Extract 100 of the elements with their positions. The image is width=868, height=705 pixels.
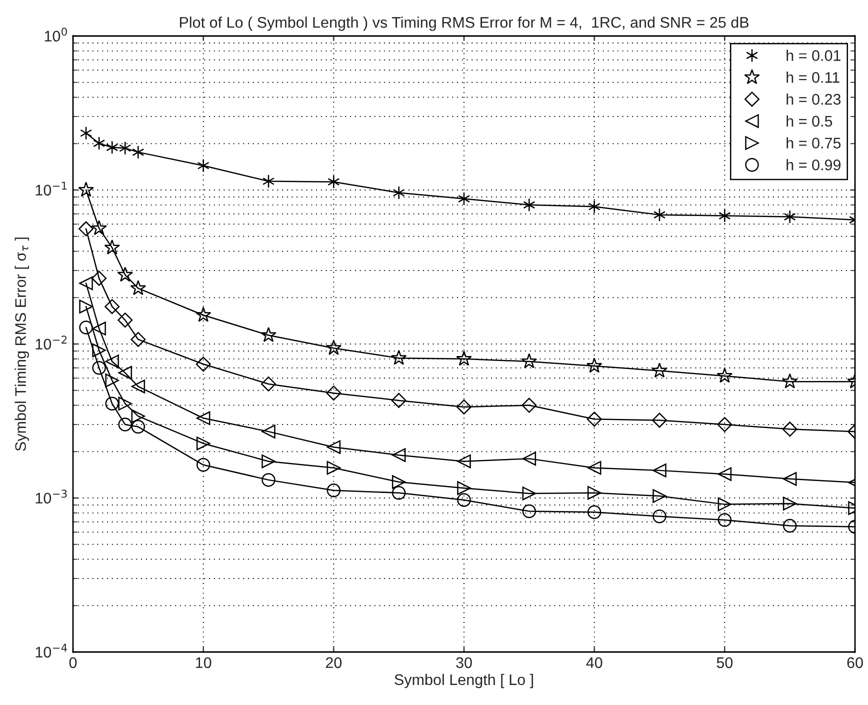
- point: [326, 340, 342, 355]
- point: [262, 424, 276, 438]
- point: [522, 486, 536, 500]
- point: [458, 192, 470, 206]
- point: [326, 484, 341, 498]
- point: [521, 353, 538, 368]
- point: [326, 386, 342, 401]
- point: [652, 509, 666, 524]
- point: [457, 481, 471, 495]
- point: [522, 398, 537, 413]
- x-tick-label: 60: [847, 657, 863, 668]
- point: [392, 186, 405, 200]
- point: [523, 198, 536, 212]
- legend-label: h = 0.11: [786, 72, 840, 83]
- point: [78, 221, 94, 236]
- point: [196, 436, 210, 450]
- point: [117, 266, 134, 282]
- point: [328, 174, 340, 189]
- point: [197, 158, 210, 172]
- point: [92, 343, 106, 358]
- legend-label: h = 0.23: [786, 94, 841, 105]
- point: [260, 326, 276, 342]
- point: [717, 417, 732, 432]
- point: [522, 504, 536, 518]
- point: [456, 350, 472, 366]
- point: [91, 220, 107, 236]
- point: [131, 420, 146, 434]
- point: [262, 174, 275, 188]
- point: [132, 145, 144, 160]
- point: [196, 458, 210, 472]
- point: [261, 376, 276, 392]
- legend-label: h = 0.5: [786, 115, 832, 127]
- point: [587, 486, 602, 500]
- point: [78, 182, 94, 197]
- point: [105, 354, 119, 368]
- x-tick-label: 40: [586, 657, 602, 668]
- point: [652, 362, 668, 378]
- point: [586, 358, 602, 373]
- point: [119, 141, 132, 156]
- x-tick-label: 10: [196, 657, 212, 668]
- point: [326, 460, 341, 475]
- point: [92, 360, 106, 375]
- x-tick-label: 30: [456, 657, 472, 668]
- point: [587, 460, 602, 475]
- y-tick-label: 10$^{−4}$: [36, 644, 67, 658]
- y-axis-title: Symbol Timing RMS Error [ σ$_{τ}$ ]: [14, 238, 30, 451]
- y-tick-label: 10$^{−3}$: [36, 490, 67, 504]
- point: [653, 208, 666, 222]
- point: [522, 452, 536, 466]
- point: [118, 418, 132, 432]
- point: [118, 396, 132, 411]
- legend-label: h = 0.99: [786, 159, 841, 170]
- point: [262, 454, 276, 468]
- point: [131, 380, 146, 394]
- point: [104, 299, 120, 314]
- point: [196, 411, 210, 426]
- point: [92, 322, 106, 336]
- point: [652, 489, 666, 503]
- point: [782, 373, 798, 388]
- point: [588, 200, 600, 214]
- y-tick-label: 10$^{0}$: [44, 28, 67, 42]
- point: [782, 422, 798, 437]
- point: [782, 496, 797, 510]
- point: [118, 312, 133, 328]
- point: [652, 464, 666, 478]
- point: [391, 392, 406, 408]
- point: [718, 497, 732, 512]
- x-tick-label: 20: [326, 657, 342, 668]
- point: [718, 513, 732, 527]
- point: [131, 409, 146, 424]
- point: [262, 473, 276, 487]
- point: [456, 399, 472, 414]
- point: [106, 140, 118, 154]
- point: [718, 208, 731, 223]
- point: [104, 239, 120, 255]
- point: [782, 472, 797, 486]
- point: [392, 448, 406, 462]
- point: [79, 320, 93, 334]
- point: [118, 366, 132, 380]
- point: [782, 518, 797, 533]
- point: [130, 280, 146, 296]
- point: [716, 368, 733, 383]
- point: [105, 396, 119, 411]
- point: [79, 276, 93, 290]
- point: [196, 356, 211, 372]
- point: [586, 412, 602, 427]
- legend-label: h = 0.01: [786, 50, 841, 61]
- point: [79, 300, 93, 314]
- x-tick-label: 0: [69, 657, 77, 668]
- point: [392, 486, 406, 500]
- point: [80, 126, 92, 140]
- point: [784, 210, 796, 224]
- point: [392, 475, 406, 489]
- point: [93, 136, 106, 150]
- point: [92, 270, 107, 286]
- point: [587, 505, 602, 519]
- point: [457, 454, 471, 468]
- point: [390, 350, 407, 365]
- y-tick-label: 10$^{−1}$: [36, 182, 67, 196]
- legend-label: h = 0.75: [786, 137, 841, 148]
